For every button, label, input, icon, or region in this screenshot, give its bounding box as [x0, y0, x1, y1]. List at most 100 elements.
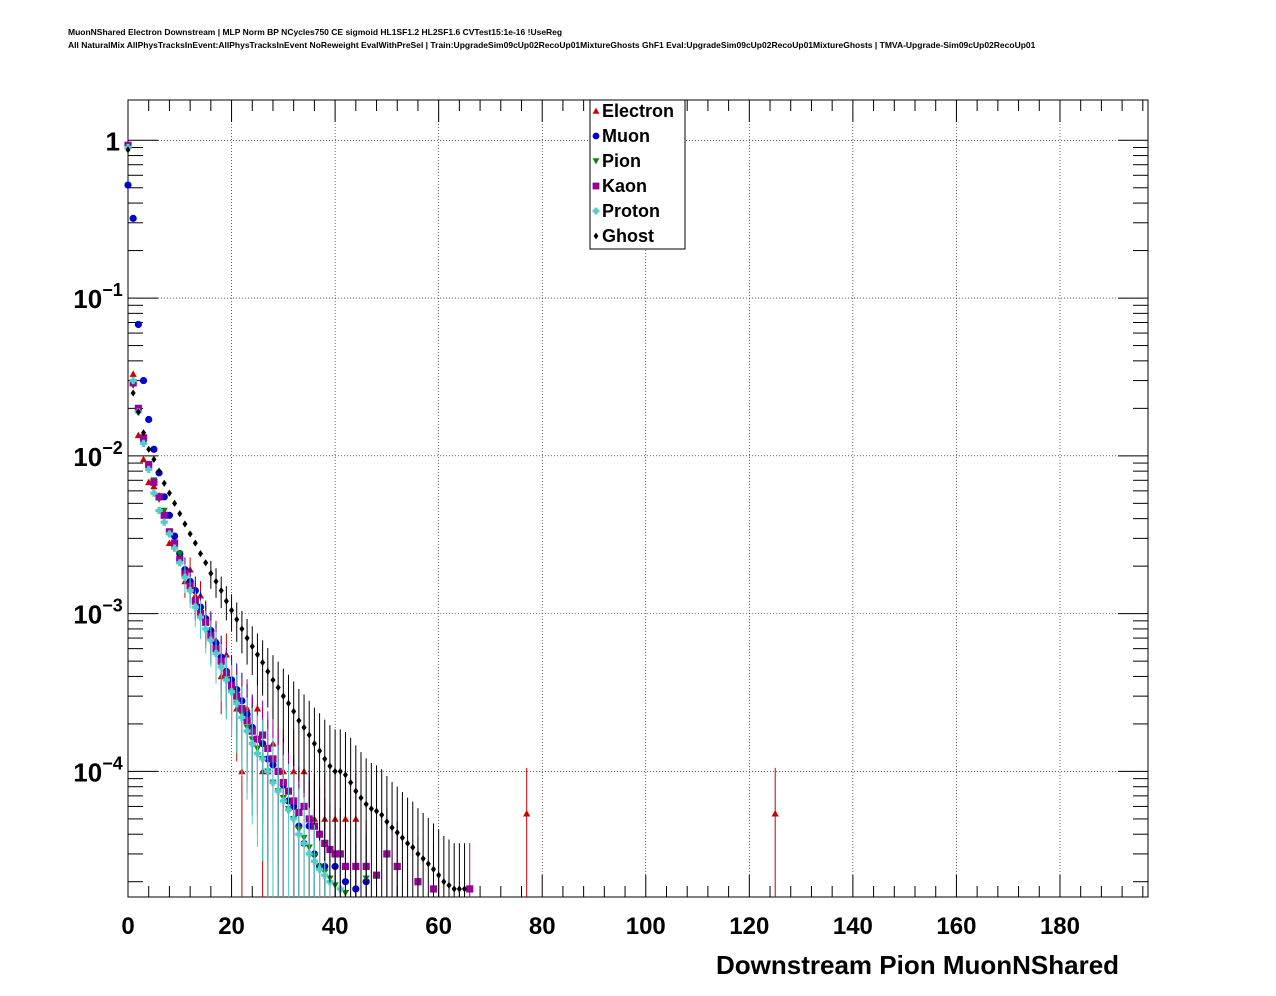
legend-marker-kaon [592, 182, 600, 190]
proton-point [300, 839, 308, 847]
ghost-point [125, 146, 131, 154]
ghost-point [415, 850, 421, 858]
data-points [124, 141, 779, 897]
ghost-point [384, 818, 390, 826]
proton-point [165, 530, 174, 538]
proton-point [176, 559, 184, 567]
proton-point [227, 688, 236, 696]
legend-box [589, 99, 686, 250]
ghost-point [156, 467, 162, 475]
ghost-point [249, 642, 255, 650]
kaon-point [145, 461, 153, 469]
kaon-point [170, 539, 179, 547]
kaon-point [160, 511, 168, 519]
ghost-point [187, 530, 193, 538]
muon-point [134, 320, 142, 329]
ghost-point [441, 878, 447, 886]
x-tick-label: 60 [425, 913, 452, 940]
legend-marker-ghost [593, 232, 599, 240]
proton-point [274, 787, 282, 795]
ghost-point [368, 805, 374, 813]
ghost-point [436, 871, 442, 879]
ghost-point [161, 479, 167, 487]
ghost-point [337, 767, 343, 776]
proton-point [315, 865, 324, 873]
ghost-point [379, 811, 385, 819]
legend: Electron Muon Pion Kaon Proton Ghost [589, 99, 686, 250]
x-tick-label: 20 [218, 913, 245, 940]
proton-point [150, 489, 158, 497]
ghost-point [146, 445, 152, 453]
x-axis-label: Downstream Pion MuonNShared [716, 950, 1120, 980]
proton-point [259, 755, 267, 763]
y-tick-label: 10−2 [73, 438, 122, 472]
y-tick-label: 10−1 [73, 280, 122, 314]
proton-point [284, 806, 293, 814]
muon-point [124, 181, 132, 189]
ghost-point [229, 606, 235, 614]
ghost-point [462, 885, 468, 893]
ghost-point [291, 707, 297, 716]
ghost-point [301, 723, 307, 732]
ghost-point [275, 683, 281, 692]
proton-point [139, 439, 148, 447]
ghost-point [456, 885, 462, 893]
ghost-point [389, 824, 395, 832]
ghost-point [311, 740, 317, 748]
ghost-point [342, 771, 348, 779]
ghost-point [296, 716, 302, 725]
legend-label-electron: Electron [602, 101, 674, 121]
proton-point [196, 613, 205, 621]
x-tick-label: 160 [936, 913, 976, 940]
ghost-point [405, 839, 411, 847]
proton-point [321, 871, 329, 879]
ghost-point [151, 455, 157, 463]
pion-point [176, 550, 184, 558]
x-tick-label: 40 [322, 913, 349, 940]
ghost-point [203, 559, 209, 567]
proton-point [243, 727, 251, 735]
kaon-point [150, 478, 158, 486]
electron-point [523, 810, 531, 817]
proton-point [186, 586, 194, 595]
ghost-point [306, 731, 312, 739]
proton-point [155, 506, 163, 515]
ghost-point [399, 834, 405, 842]
proton-point [145, 465, 153, 474]
ghost-point [451, 885, 457, 893]
series-kaon [124, 141, 474, 897]
proton-point [212, 649, 220, 657]
y-tick-label: 1 [106, 126, 120, 156]
ghost-point [197, 550, 204, 558]
ghost-point [141, 429, 147, 437]
electron-point [771, 810, 779, 817]
proton-point [202, 625, 210, 633]
proton-point [269, 778, 277, 787]
ghost-point [182, 520, 188, 528]
proton-point [295, 830, 303, 838]
ghost-point [239, 625, 245, 633]
ghost-point [218, 586, 224, 595]
ghost-point [270, 676, 276, 684]
x-tick-label: 0 [121, 913, 134, 940]
legend-label-muon: Muon [602, 126, 650, 146]
proton-point [181, 573, 189, 581]
series-ghost [125, 146, 468, 897]
kaon-point [139, 434, 148, 442]
ghost-point [213, 577, 219, 586]
proton-point [170, 544, 179, 552]
ghost-point [280, 692, 286, 700]
series-proton [124, 143, 344, 897]
ghost-point [208, 569, 214, 577]
ghost-point [358, 794, 364, 802]
ghost-point [353, 787, 359, 795]
ghost-point [348, 778, 354, 787]
legend-label-kaon: Kaon [602, 176, 647, 196]
ghost-point [254, 651, 260, 659]
y-tick-label: 10−4 [73, 753, 122, 787]
ghost-point [374, 807, 380, 815]
ghost-point [244, 634, 250, 642]
electron-point [150, 482, 158, 490]
ghost-point [317, 747, 323, 755]
